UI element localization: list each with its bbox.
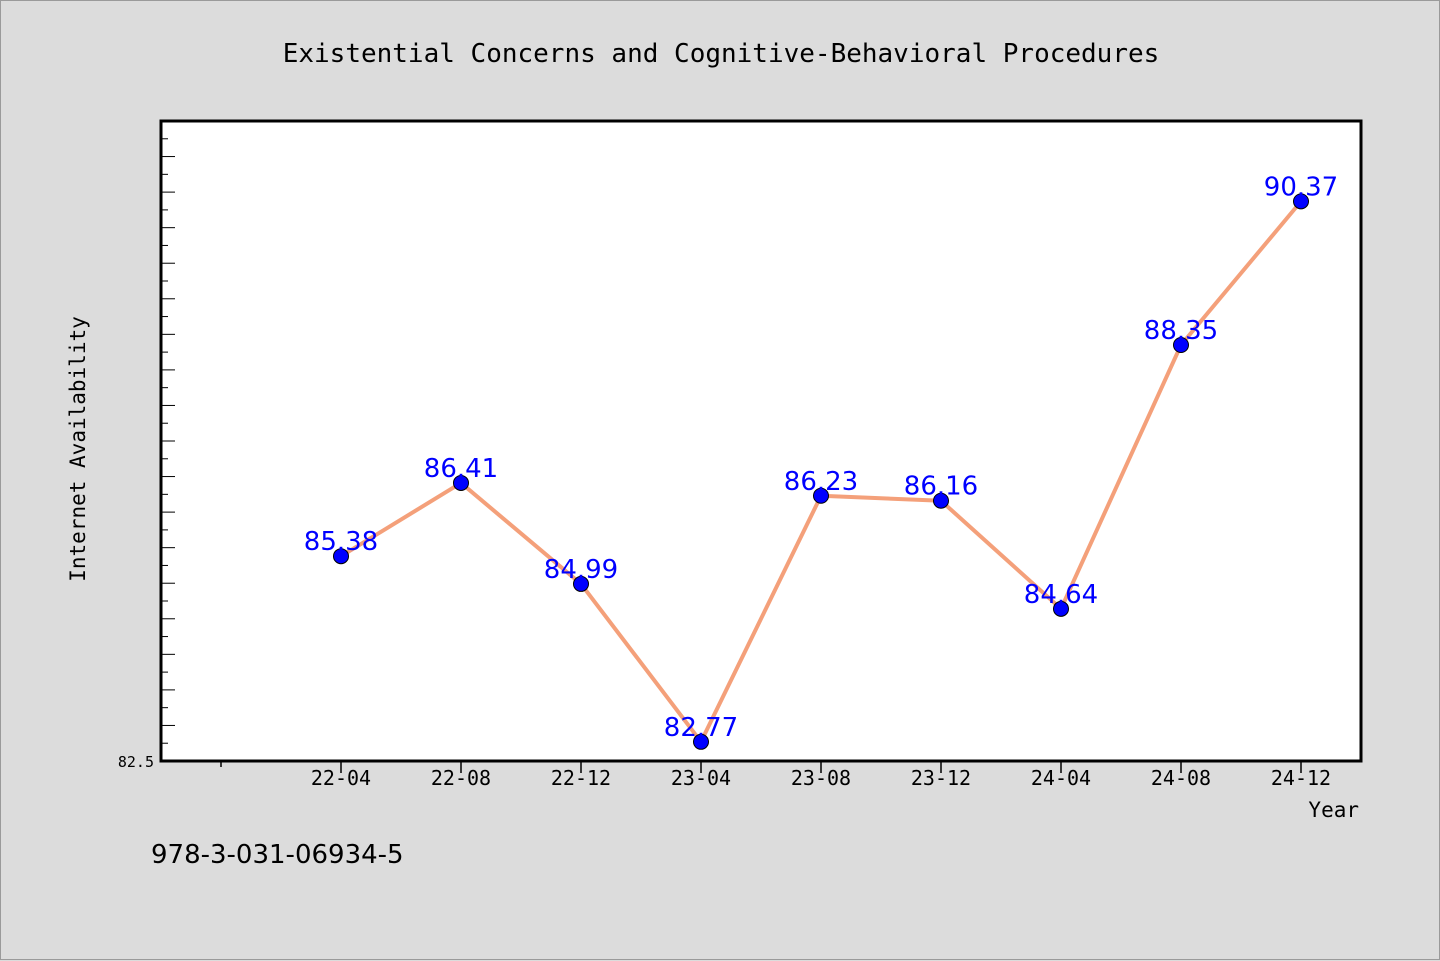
data-value-label: 84.64 xyxy=(1024,580,1098,610)
x-axis-ticks xyxy=(220,761,1302,773)
y-tick-label-min: 82.5 xyxy=(118,753,154,771)
data-value-label: 84.99 xyxy=(544,555,618,585)
isbn-footer: 978-3-031-06934-5 xyxy=(151,840,404,870)
data-point-marker xyxy=(693,733,709,750)
data-point-marker xyxy=(1053,600,1069,617)
data-point-marker xyxy=(1173,337,1189,353)
chart-title: Existential Concerns and Cognitive-Behav… xyxy=(283,39,1160,69)
data-value-label: 86.41 xyxy=(424,454,498,484)
x-tick-label: 22-08 xyxy=(431,766,491,790)
data-value-label: 82.77 xyxy=(664,713,738,743)
x-axis-label: Year xyxy=(1308,798,1359,822)
data-point-marker xyxy=(813,487,829,504)
x-tick-label: 23-12 xyxy=(911,766,971,790)
x-tick-label: 22-04 xyxy=(311,766,371,790)
data-point-marker xyxy=(933,492,949,509)
y-axis-label: Internet Availability xyxy=(66,316,90,582)
x-tick-label: 23-08 xyxy=(791,766,851,790)
x-tick-label: 23-04 xyxy=(671,766,731,790)
data-value-label: 88.35 xyxy=(1144,316,1218,346)
data-labels: 85.38 86.41 84.99 82.77 86.23 86.16 84.64 88.35… xyxy=(304,172,1338,742)
x-tick-label: 24-04 xyxy=(1031,766,1091,790)
data-point-marker xyxy=(333,548,349,565)
x-tick-label: 24-08 xyxy=(1151,766,1211,790)
data-value-label: 86.23 xyxy=(784,467,858,497)
data-value-label: 86.16 xyxy=(904,472,978,502)
data-point-marker xyxy=(1293,193,1309,210)
data-point-marker xyxy=(573,575,589,592)
x-tick-label: 22-12 xyxy=(551,766,611,790)
x-axis-tick-labels: 22-04 22-08 22-12 23-04 23-08 23-12 24-04 24-08… xyxy=(311,766,1331,790)
x-tick-label: 24-12 xyxy=(1271,766,1331,790)
data-value-label: 90.37 xyxy=(1264,172,1338,202)
y-axis-ticks xyxy=(161,138,175,744)
data-markers xyxy=(333,193,1309,750)
data-point-marker xyxy=(453,474,469,491)
data-value-label: 85.38 xyxy=(304,527,378,557)
plot-area xyxy=(159,119,1363,763)
